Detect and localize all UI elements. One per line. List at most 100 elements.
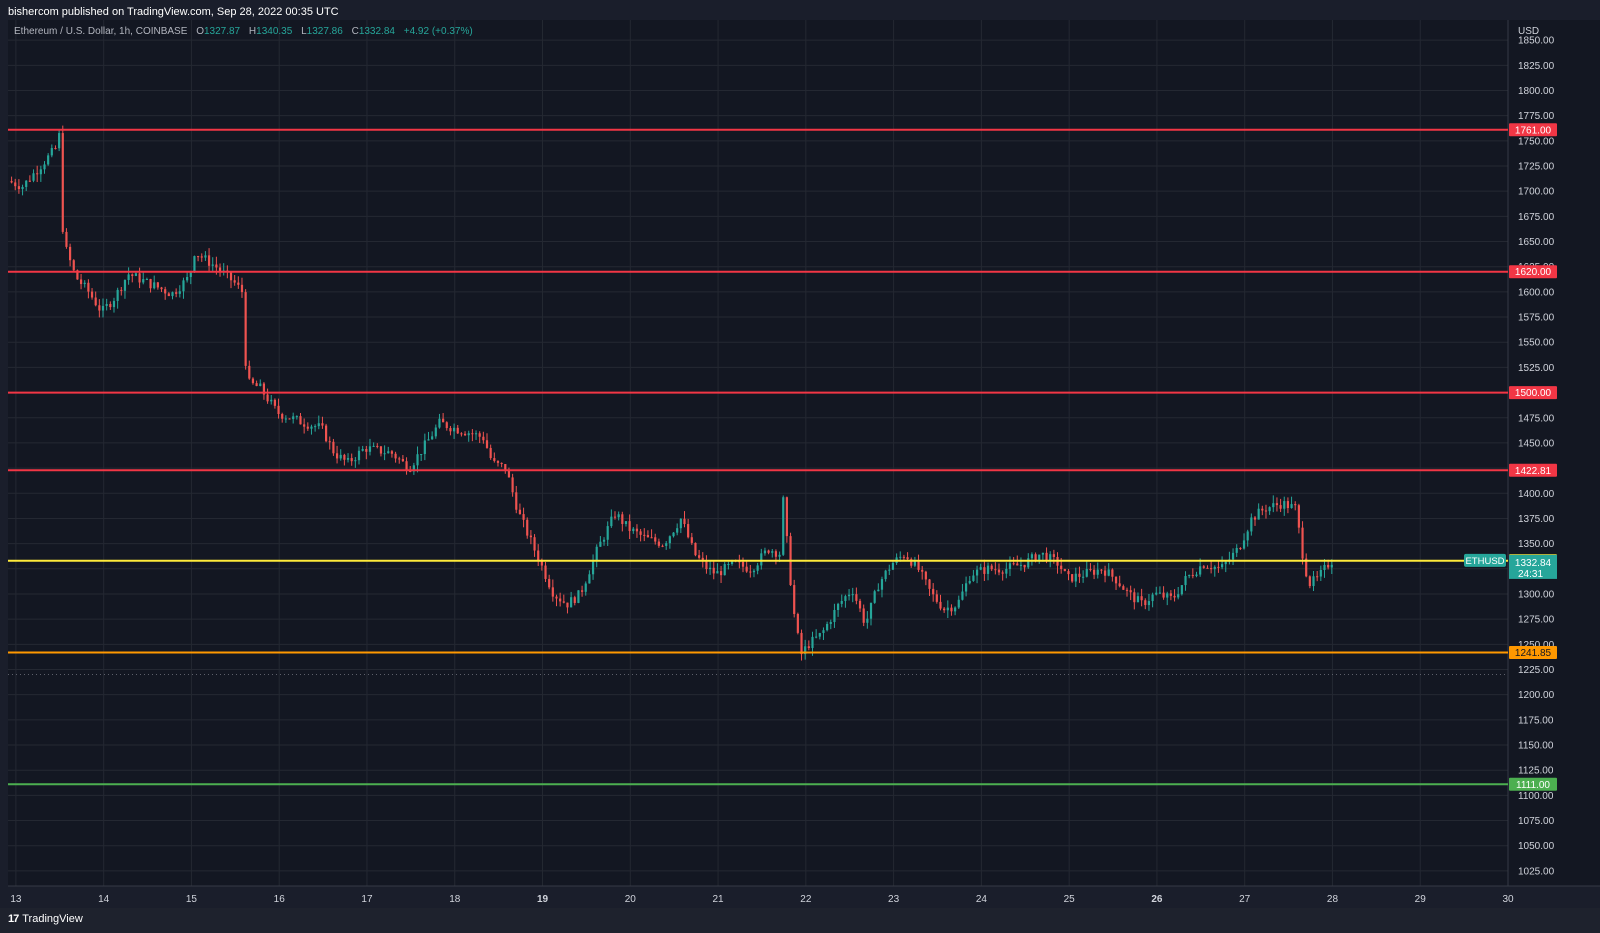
candle-body [1012, 563, 1015, 565]
candle-body [72, 260, 75, 271]
candle-body [1005, 568, 1008, 574]
candle-body [1100, 569, 1103, 571]
candle-body [112, 300, 116, 308]
candle-body [661, 545, 664, 547]
candle-body [83, 282, 86, 285]
price-chart[interactable]: 1025.00 1050.00 1075.00 1100.00 1125.00 1150.… [0, 20, 1600, 908]
level-label-box [1509, 646, 1557, 660]
candle-body [811, 636, 814, 649]
candle-body [599, 541, 602, 547]
candle-body [317, 423, 320, 427]
candle-body [723, 564, 726, 576]
candle-body [1038, 554, 1041, 562]
candle-body [1085, 569, 1088, 577]
level-label-box [1509, 463, 1557, 477]
candle-body [654, 537, 657, 542]
candle-body [69, 246, 72, 261]
candle-body [888, 569, 891, 571]
chart-area[interactable]: 1025.00 1050.00 1075.00 1100.00 1125.00 1150.… [0, 20, 1600, 908]
candle-body [928, 579, 931, 589]
level-label: 1500.00 [1515, 388, 1552, 399]
candle-body [800, 632, 803, 655]
change-value: +4.92 (+0.37%) [403, 26, 473, 37]
candle-body [986, 565, 990, 574]
candle-body [1166, 593, 1169, 598]
y-tick-label: 1775.00 [1518, 111, 1555, 122]
candle-body [248, 365, 251, 379]
price-axis: 1025.00 1050.00 1075.00 1100.00 1125.00 1150.… [1509, 36, 1557, 877]
candle-body [1147, 601, 1151, 606]
candle-body [1246, 531, 1249, 541]
candle-body [1008, 563, 1012, 569]
open-label: O [196, 26, 204, 37]
candle-body [562, 601, 565, 603]
candle-body [156, 282, 159, 288]
candle-body [368, 446, 372, 452]
horizontal-levels [8, 128, 1508, 786]
candle-body [782, 497, 785, 555]
candle-body [972, 575, 975, 581]
candle-body [840, 600, 843, 604]
candle-body [1118, 583, 1121, 587]
candle-body [573, 597, 576, 603]
candle-body [471, 433, 474, 435]
candle-body [1275, 503, 1279, 506]
candle-body [1060, 565, 1063, 570]
candle-body [997, 569, 1001, 573]
candle-body [244, 292, 247, 366]
candle-body [774, 551, 778, 557]
candle-body [518, 509, 522, 515]
candle-body [1129, 590, 1132, 593]
candle-body [701, 557, 704, 561]
candle-body [204, 255, 207, 258]
candle-body [672, 532, 675, 537]
tradingview-logo[interactable]: 17 TradingView [8, 913, 83, 925]
candle-body [255, 383, 258, 387]
candle-body [793, 585, 796, 614]
candle-body [712, 567, 715, 574]
y-tick-label: 1200.00 [1518, 690, 1555, 701]
candle-body [178, 291, 181, 294]
candle-body [939, 601, 942, 609]
candle-body [145, 279, 148, 281]
candle-body [1312, 576, 1315, 587]
candle-body [537, 550, 540, 562]
candle-body [657, 541, 660, 546]
candle-body [98, 305, 101, 311]
candle-body [105, 303, 108, 306]
candle-body [1074, 573, 1077, 582]
candle-body [676, 528, 679, 533]
level-label: 1111.00 [1516, 780, 1550, 791]
candle-body [372, 445, 375, 447]
candle-body [968, 580, 971, 584]
candle-body [463, 433, 467, 436]
candle-body [207, 255, 211, 266]
candle-body [566, 602, 569, 608]
candle-body [1272, 503, 1275, 508]
candle-body [412, 465, 415, 472]
candle-body [1049, 554, 1052, 562]
candle-body [1264, 510, 1268, 512]
x-tick-label: 28 [1327, 894, 1339, 905]
y-tick-label: 1250.00 [1518, 640, 1555, 651]
last-price-value: 1332.84 [1515, 558, 1552, 569]
candle-body [1327, 564, 1330, 568]
candle-body [679, 518, 682, 529]
candle-body [350, 458, 353, 462]
candle-body [153, 282, 156, 289]
level-label-box [1509, 265, 1557, 279]
y-tick-label: 1700.00 [1518, 187, 1555, 198]
candle-body [855, 594, 858, 601]
candle-body [1082, 576, 1085, 578]
candle-body [818, 633, 821, 637]
candle-body [705, 560, 708, 570]
candle-body [251, 378, 255, 384]
y-tick-label: 1150.00 [1518, 741, 1554, 752]
candle-body [621, 514, 624, 524]
countdown: 24:31 [1518, 569, 1543, 580]
candle-body [1155, 592, 1158, 595]
tradingview-logo-icon: 17 [8, 913, 19, 925]
candle-body [617, 514, 620, 518]
candle-body [423, 440, 426, 455]
candle-body [913, 560, 916, 566]
